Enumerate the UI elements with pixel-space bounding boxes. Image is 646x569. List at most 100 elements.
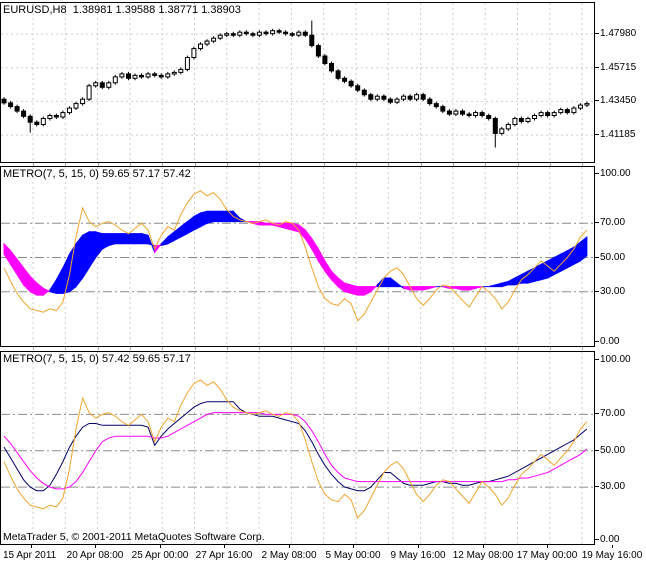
time-label: 19 May 16:00 [581,550,643,561]
axis-value-label: 70.00 [600,408,626,419]
panel-separator[interactable] [0,347,595,351]
separator-tick [518,347,519,350]
separator-tick [195,347,196,350]
time-tick [353,545,354,548]
axis-value-label: 1.45715 [600,62,637,73]
time-tick [547,545,548,548]
separator-tick [130,347,131,350]
separator-tick [582,347,583,350]
time-tick [224,545,225,548]
separator-tick [421,163,422,166]
separator-tick [324,163,325,166]
separator-tick [550,163,551,166]
axis-value-label: 100.00 [600,354,631,365]
metro2-canvas[interactable] [1,352,594,544]
axis-value-label: 30.00 [600,286,626,297]
time-label: 15 Apr 2011 [3,550,57,561]
price-chart-panel[interactable]: EURUSD,H8 1.38981 1.39588 1.38771 1.3890… [0,2,595,163]
axis-value-label: 1.41185 [600,129,636,140]
separator-tick [227,347,228,350]
metro1-canvas[interactable] [1,167,594,346]
axis-value-label: 1.43450 [600,95,637,106]
indicator2-header: METRO(7, 5, 15, 0) 57.42 59.65 57.17 [3,353,191,365]
axis-value-label: 100.00 [600,168,631,179]
axis-tick [595,291,599,292]
axis-tick [595,539,599,540]
time-tick [483,545,484,548]
time-label: 12 May 08:00 [452,550,514,561]
axis-tick [595,486,599,487]
axis-tick [595,359,599,360]
separator-tick [518,163,519,166]
separator-tick [195,163,196,166]
metro-indicator-panel-2[interactable]: METRO(7, 5, 15, 0) 57.42 59.65 57.17 [0,351,595,545]
axis-tick [595,134,599,135]
symbol-period-label: EURUSD,H8 [3,4,67,16]
separator-tick [162,163,163,166]
separator-tick [259,347,260,350]
time-tick [95,545,96,548]
axis-tick [595,33,599,34]
axis-tick [595,100,599,101]
axis-value-label: 50.00 [600,252,626,263]
separator-tick [98,163,99,166]
platform-copyright-label: MetaTrader 5, © 2001-2011 MetaQuotes Sof… [3,531,265,543]
separator-tick [485,163,486,166]
time-label: 9 May 16:00 [390,550,446,561]
axis-tick [595,341,599,342]
price-scale-axis[interactable]: 1.47980 1.45715 1.43450 1.41185 100.00 70.00 5… [595,0,646,569]
time-tick [289,545,290,548]
separator-tick [421,347,422,350]
time-label: 5 May 00:00 [325,550,381,561]
separator-tick [388,347,389,350]
axis-tick [595,222,599,223]
time-label: 27 Apr 16:00 [195,550,253,561]
separator-tick [65,347,66,350]
price-chart-canvas[interactable] [1,3,594,162]
time-tick [31,545,32,548]
separator-tick [259,163,260,166]
separator-tick [291,163,292,166]
ohlc-values: 1.38981 1.39588 1.38771 1.38903 [72,4,241,16]
separator-tick [356,347,357,350]
time-tick [160,545,161,548]
axis-value-label: 70.00 [600,217,626,228]
separator-tick [550,347,551,350]
axis-value-label: 0.00 [600,534,620,545]
time-tick [418,545,419,548]
separator-tick [388,163,389,166]
axis-tick [595,257,599,258]
axis-tick [595,450,599,451]
separator-tick [65,163,66,166]
panel-separator[interactable] [0,163,595,166]
separator-tick [485,347,486,350]
separator-tick [453,347,454,350]
separator-tick [227,163,228,166]
separator-tick [130,163,131,166]
separator-tick [582,163,583,166]
axis-tick [595,413,599,414]
indicator1-header: METRO(7, 5, 15, 0) 59.65 57.17 57.42 [3,168,191,180]
separator-tick [98,347,99,350]
separator-tick [162,347,163,350]
axis-tick [595,67,599,68]
separator-tick [33,347,34,350]
separator-tick [33,163,34,166]
time-label: 17 May 00:00 [516,550,578,561]
metro-indicator-panel-1[interactable]: METRO(7, 5, 15, 0) 59.65 57.17 57.42 [0,166,595,347]
time-label: 25 Apr 00:00 [131,550,189,561]
axis-value-label: 0.00 [600,336,620,347]
separator-tick [291,347,292,350]
separator-tick [356,163,357,166]
time-label: 20 Apr 08:00 [66,550,124,561]
time-label: 2 May 08:00 [261,550,317,561]
separator-tick [453,163,454,166]
axis-tick [595,173,599,174]
time-scale-axis[interactable]: 15 Apr 2011 20 Apr 08:00 25 Apr 00:00 27 Ap… [0,545,646,569]
axis-value-label: 30.00 [600,481,626,492]
axis-value-label: 1.47980 [600,28,637,39]
separator-tick [324,347,325,350]
axis-value-label: 50.00 [600,445,626,456]
chart-header: EURUSD,H8 1.38981 1.39588 1.38771 1.3890… [3,4,241,16]
